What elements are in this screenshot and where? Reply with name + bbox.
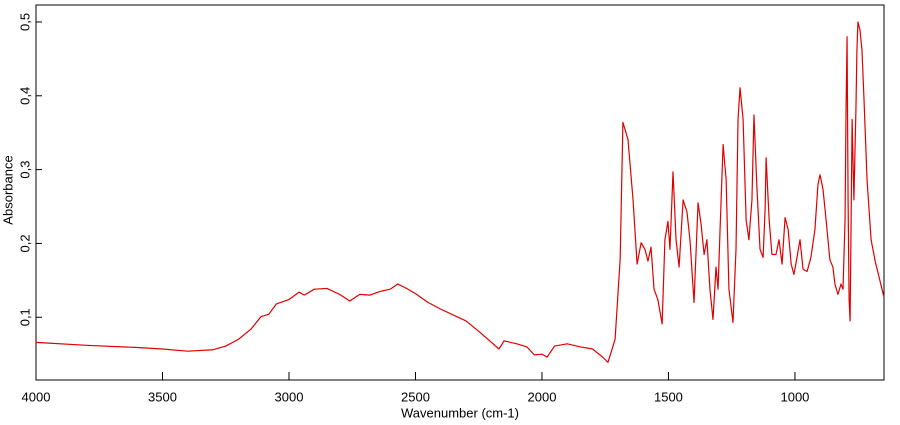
- plot-frame: [35, 4, 885, 381]
- y-tick-label: 0,3: [17, 161, 32, 179]
- x-tick-label: 1500: [654, 389, 683, 404]
- x-tick-label: 3500: [148, 389, 177, 404]
- x-tick-label: 2500: [401, 389, 430, 404]
- y-tick-label: 0,5: [17, 13, 32, 31]
- y-tick-label: 0,2: [17, 234, 32, 252]
- x-tick-label: 2000: [528, 389, 557, 404]
- y-tick-label: 0,4: [17, 87, 32, 105]
- x-tick-label: 4000: [22, 389, 51, 404]
- y-tick-label: 0,1: [17, 308, 32, 326]
- x-tick-label: 3000: [275, 389, 304, 404]
- y-axis-label: Absorbance: [0, 155, 15, 224]
- spectrum-line: [35, 21, 885, 363]
- x-axis-label: Wavenumber (cm-1): [401, 405, 519, 420]
- x-tick-label: 1000: [780, 389, 809, 404]
